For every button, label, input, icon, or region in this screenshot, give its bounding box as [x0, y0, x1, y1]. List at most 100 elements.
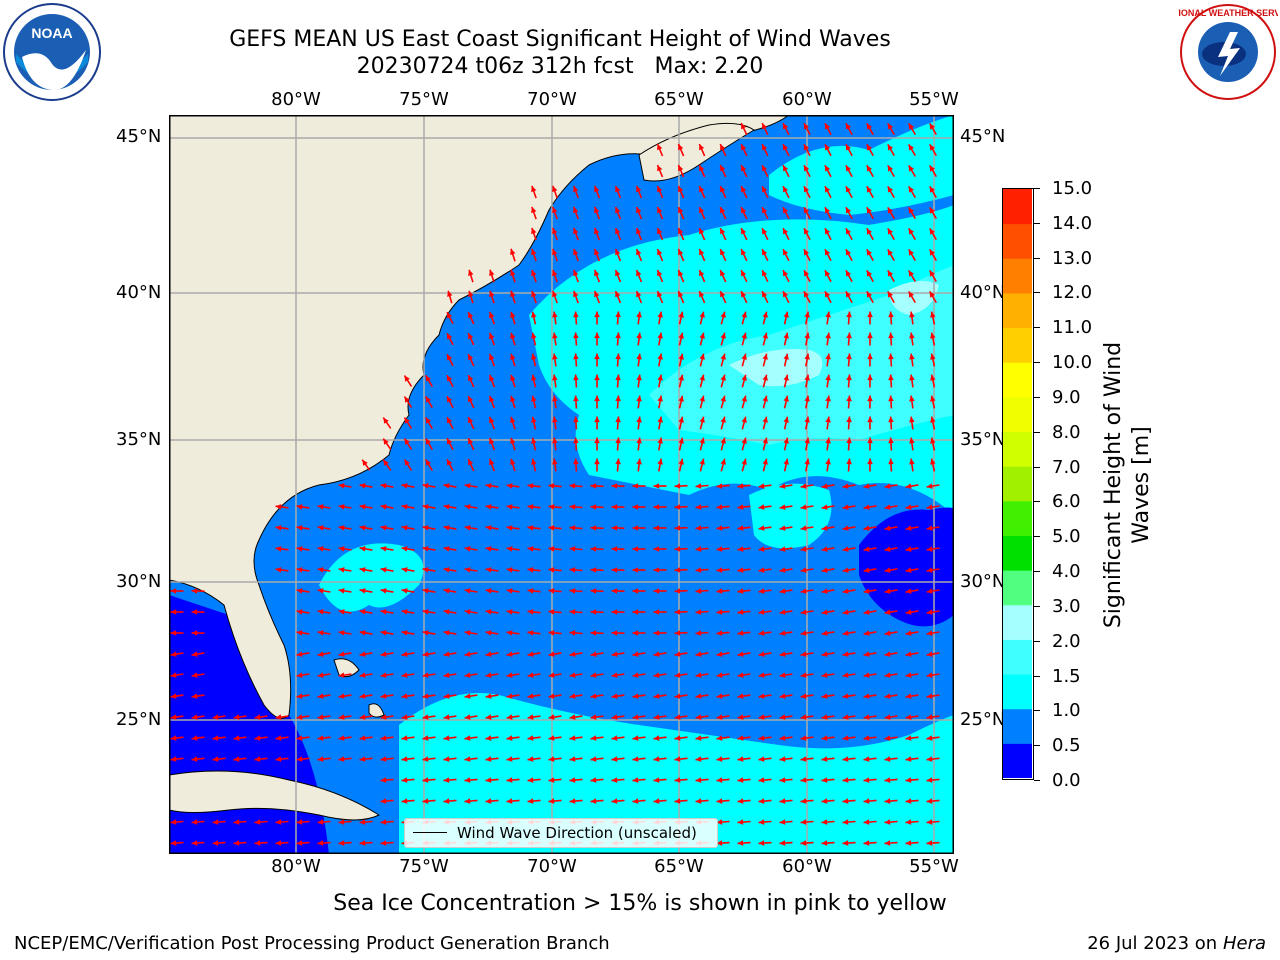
colorbar-tick-mark: [1034, 362, 1040, 364]
wind-arrow-head: [695, 735, 702, 741]
wind-arrow-head: [909, 437, 915, 444]
wind-arrow-head: [527, 672, 534, 678]
wind-arrow-head: [909, 416, 915, 423]
wind-arrow-head: [821, 798, 828, 804]
wind-arrow-head: [657, 416, 663, 423]
wind-arrow-head: [569, 777, 576, 783]
wind-arrow-head: [401, 693, 408, 699]
wind-arrow-head: [573, 332, 579, 339]
wind-arrow-head: [653, 630, 660, 636]
wind-arrow-head: [926, 504, 933, 510]
wind-arrow-head: [842, 567, 849, 573]
wind-arrow-head: [401, 483, 408, 489]
wind-arrow-head: [485, 525, 492, 531]
wind-arrow-head: [527, 714, 534, 720]
wind-arrow-head: [548, 735, 555, 741]
wind-arrow-head: [615, 395, 621, 402]
wind-arrow-head: [695, 798, 702, 804]
lon-label-bottom: 65°W: [654, 856, 704, 877]
wind-arrow-head: [653, 714, 660, 720]
wind-arrow-head: [653, 546, 660, 552]
wind-arrow-head: [527, 525, 534, 531]
wind-arrow-head: [401, 504, 408, 510]
wind-arrow-head: [170, 651, 177, 657]
wind-arrow-head: [338, 546, 345, 552]
wind-arrow-head: [674, 567, 681, 573]
wind-arrow-head: [699, 458, 705, 465]
wind-arrow-head: [804, 395, 810, 402]
plot-title: GEFS MEAN US East Coast Significant Heig…: [160, 26, 960, 80]
wind-arrow-head: [800, 567, 807, 573]
wind-arrow-head: [905, 546, 912, 552]
wind-arrow-head: [657, 291, 663, 298]
wind-arrow-head: [590, 630, 597, 636]
wind-arrow-head: [929, 123, 935, 130]
wind-arrow-head: [548, 798, 555, 804]
colorbar-tick-label: 5.0: [1052, 526, 1081, 548]
wind-arrow-head: [720, 416, 726, 423]
wind-arrow-head: [674, 609, 681, 615]
wind-arrow-head: [779, 798, 786, 804]
wind-arrow-head: [611, 672, 618, 678]
colorbar-swatches: [1003, 189, 1032, 778]
wind-arrow-head: [569, 672, 576, 678]
wind-arrow-head: [842, 525, 849, 531]
wind-arrow-head: [678, 437, 684, 444]
wind-arrow-head: [930, 311, 936, 318]
wind-arrow-head: [825, 332, 831, 339]
wind-arrow-head: [594, 395, 600, 402]
wind-arrow-head: [191, 714, 198, 720]
wind-arrow-head: [590, 504, 597, 510]
wind-arrow-head: [632, 504, 639, 510]
wind-arrow-head: [783, 228, 789, 235]
wind-arrow-head: [674, 714, 681, 720]
wind-arrow-head: [212, 735, 219, 741]
wind-arrow-head: [825, 228, 831, 235]
wind-arrow-head: [464, 693, 471, 699]
wind-arrow-head: [338, 672, 345, 678]
wind-arrow-head: [338, 504, 345, 510]
wind-arrow-head: [657, 395, 663, 402]
wind-arrow-head: [779, 630, 786, 636]
wind-arrow-head: [741, 228, 747, 235]
wind-arrow-head: [674, 525, 681, 531]
wind-arrow-head: [359, 483, 366, 489]
wind-arrow-head: [489, 269, 495, 276]
wind-arrow-head: [531, 374, 537, 381]
wind-arrow-head: [674, 756, 681, 762]
wind-arrow-head: [464, 651, 471, 657]
wind-arrow-head: [779, 672, 786, 678]
colorbar-tick-label: 12.0: [1052, 282, 1093, 304]
wind-arrow-head: [887, 165, 893, 172]
wind-arrow-head: [804, 228, 810, 235]
wind-arrow-head: [422, 672, 429, 678]
wind-arrow-head: [863, 546, 870, 552]
lon-label-top: 65°W: [654, 89, 704, 110]
wind-arrow-head: [296, 504, 303, 510]
wind-arrow-head: [800, 735, 807, 741]
wind-arrow-head: [527, 798, 534, 804]
wind-arrow-head: [359, 567, 366, 573]
wind-arrow-head: [845, 123, 851, 130]
wind-arrow-head: [866, 165, 872, 172]
wind-arrow-head: [908, 165, 914, 172]
wind-arrow-head: [678, 144, 684, 151]
wind-arrow-head: [887, 249, 893, 256]
wind-arrow-head: [930, 353, 936, 360]
wind-arrow-head: [653, 693, 660, 699]
wind-arrow-head: [594, 332, 600, 339]
wind-arrow-head: [464, 714, 471, 720]
wind-arrow-head: [594, 206, 600, 214]
wind-arrow-head: [359, 588, 366, 594]
wind-arrow-head: [678, 228, 684, 235]
wind-arrow-head: [443, 630, 450, 636]
wind-arrow-head: [905, 609, 912, 615]
wind-arrow-head: [842, 735, 849, 741]
wind-arrow-head: [758, 483, 765, 489]
wind-arrow-head: [296, 651, 303, 657]
wind-arrow-head: [443, 672, 450, 678]
wind-arrow-head: [720, 374, 726, 381]
wind-arrow-head: [636, 353, 642, 360]
map-frame: [169, 115, 954, 854]
wind-arrow-head: [800, 798, 807, 804]
